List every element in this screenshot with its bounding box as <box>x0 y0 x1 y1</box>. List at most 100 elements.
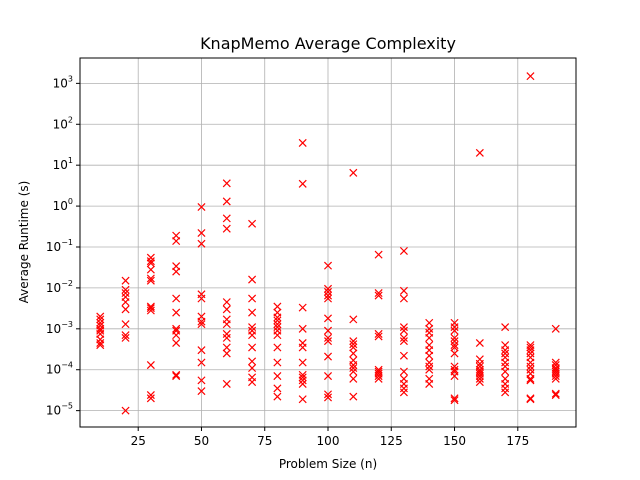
data-point <box>450 333 459 342</box>
data-point <box>197 228 206 238</box>
data-point <box>298 376 307 385</box>
y-tick-base: 10 <box>53 76 68 90</box>
data-point <box>248 219 257 228</box>
y-tick-label: 10−3 <box>46 320 73 336</box>
data-point <box>222 298 231 307</box>
data-point <box>197 239 206 248</box>
data-point <box>146 306 155 315</box>
y-tick-exponent: 3 <box>68 74 73 83</box>
y-tick-exponent: 2 <box>68 115 73 124</box>
data-point <box>475 148 484 157</box>
data-point <box>197 376 206 385</box>
data-point <box>450 326 459 335</box>
data-point <box>172 331 181 340</box>
data-point <box>425 318 434 327</box>
data-point <box>121 331 130 340</box>
data-point <box>121 285 130 294</box>
y-tick-label: 10−1 <box>46 238 73 254</box>
x-tick-label: 100 <box>317 434 340 448</box>
data-point <box>349 315 358 324</box>
y-tick-exponent: −4 <box>61 361 73 370</box>
data-point <box>425 379 434 388</box>
data-point <box>96 335 105 344</box>
data-point <box>323 261 333 270</box>
data-point <box>146 265 155 274</box>
y-tick-exponent: 1 <box>68 156 73 165</box>
data-point <box>323 287 333 296</box>
data-point <box>323 337 333 346</box>
y-tick-label: 10−5 <box>46 402 73 418</box>
data-point <box>349 337 358 346</box>
data-point <box>197 358 206 367</box>
data-point <box>96 312 105 321</box>
data-point <box>222 214 231 223</box>
data-point <box>96 338 105 348</box>
data-point <box>450 372 459 381</box>
data-point <box>172 236 181 246</box>
data-point <box>349 343 358 352</box>
data-point <box>399 367 408 376</box>
data-point <box>298 303 307 312</box>
data-point <box>399 286 408 295</box>
data-point <box>526 362 535 371</box>
data-point <box>526 374 535 383</box>
data-point <box>501 323 510 332</box>
data-point <box>349 364 358 373</box>
data-point <box>526 395 535 404</box>
data-point <box>121 305 130 314</box>
data-point <box>248 308 257 317</box>
data-point <box>172 372 181 381</box>
data-points <box>96 72 560 415</box>
data-point <box>526 394 535 403</box>
data-point <box>450 349 459 358</box>
data-point <box>526 72 535 81</box>
chart-title: KnapMemo Average Complexity <box>200 34 456 53</box>
data-point <box>146 276 155 285</box>
data-point <box>273 323 282 332</box>
data-point <box>273 343 282 352</box>
data-point <box>323 352 333 361</box>
data-point <box>146 274 155 283</box>
data-point <box>399 323 408 332</box>
grid <box>80 58 576 427</box>
data-point <box>374 250 383 259</box>
data-point <box>450 343 459 352</box>
y-tick-exponent: −3 <box>61 320 73 329</box>
data-point <box>475 372 484 381</box>
data-point <box>248 294 257 303</box>
data-point <box>298 343 307 352</box>
data-point <box>399 388 408 397</box>
data-point <box>146 391 155 400</box>
data-point <box>172 370 181 379</box>
data-point <box>450 394 459 403</box>
data-point <box>349 361 358 370</box>
data-point <box>323 294 333 303</box>
data-point <box>146 361 155 370</box>
data-point <box>146 253 155 262</box>
x-axis-ticks: 25 50 75 100 125 150 175 <box>131 427 529 448</box>
x-tick-label: 75 <box>257 434 272 448</box>
y-tick-label: 100 <box>53 197 73 213</box>
data-point <box>222 333 231 342</box>
data-point <box>425 351 434 360</box>
data-point <box>121 276 130 285</box>
data-point <box>273 392 282 401</box>
data-point <box>399 337 408 346</box>
data-point <box>450 341 459 350</box>
y-tick-label: 102 <box>53 115 73 131</box>
data-point <box>222 379 231 388</box>
y-tick-label: 103 <box>53 74 73 90</box>
data-point <box>349 168 358 177</box>
data-point <box>172 308 181 317</box>
data-point <box>349 349 358 358</box>
data-point <box>197 346 206 355</box>
data-point <box>146 394 155 403</box>
data-point <box>551 389 560 398</box>
data-point <box>323 291 333 300</box>
data-point <box>222 179 231 188</box>
data-point <box>222 197 231 206</box>
data-point <box>551 372 560 381</box>
y-tick-label: 101 <box>53 156 73 172</box>
data-point <box>323 390 333 399</box>
data-point <box>323 284 333 293</box>
